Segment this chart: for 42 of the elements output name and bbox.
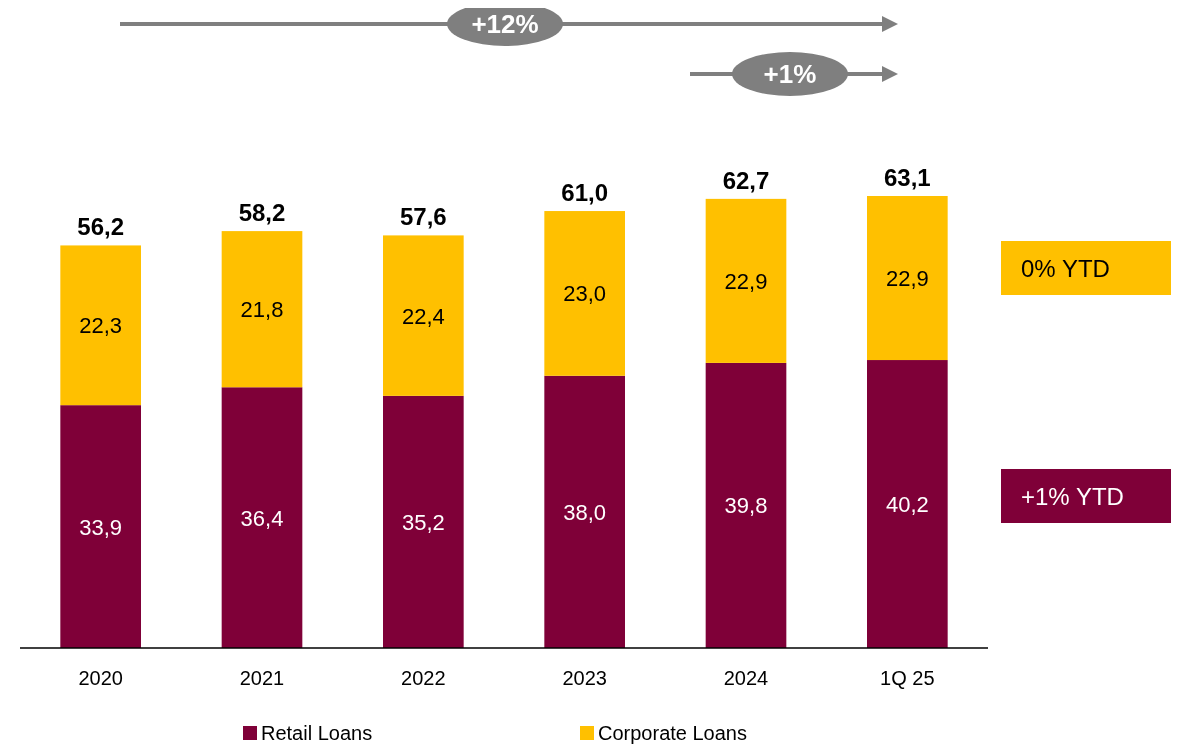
bar [544,211,625,376]
x-tick-label: 2020 [78,667,123,689]
x-tick-label: 2023 [562,667,607,689]
data-label: 39,8 [724,493,768,519]
legend-label: Retail Loans [261,722,373,744]
data-label: 36,4 [240,505,284,531]
data-label: 33,9 [79,514,123,540]
data-label: 38,0 [563,499,607,525]
total-label: 62,7 [722,166,770,194]
x-tick-label: 2022 [401,667,446,689]
data-label: 22,4 [401,303,445,329]
total-label: 58,2 [238,199,286,227]
text: +1% [763,59,817,89]
text: 0% YTD [1021,255,1110,282]
data-label: 23,0 [563,281,607,307]
text: +12% [471,9,539,39]
total-label: 56,2 [77,213,125,241]
bar [221,387,303,648]
text: +1% YTD [1021,483,1124,510]
x-tick-label: 2024 [723,667,769,689]
total-label: 63,1 [883,164,931,191]
bar [383,235,464,396]
total-label: 61,0 [561,179,609,207]
data-label: 21,8 [240,297,284,323]
bar [705,362,787,648]
data-label: 22,3 [79,313,123,339]
bar [383,395,464,648]
bar [705,198,787,363]
data-label: 40,2 [885,492,929,518]
bar [544,375,625,648]
x-tick-label: 1Q 25 [880,667,935,689]
bar [60,405,141,648]
bar [221,231,303,388]
data-label: 35,2 [401,509,445,535]
bar [867,360,948,648]
bar [867,196,948,361]
legend-label: Corporate Loans [598,722,747,744]
x-tick-label: 2021 [239,667,285,689]
data-label: 22,9 [885,266,929,292]
bar [60,245,141,406]
total-label: 57,6 [399,203,447,231]
data-label: 22,9 [724,268,768,294]
